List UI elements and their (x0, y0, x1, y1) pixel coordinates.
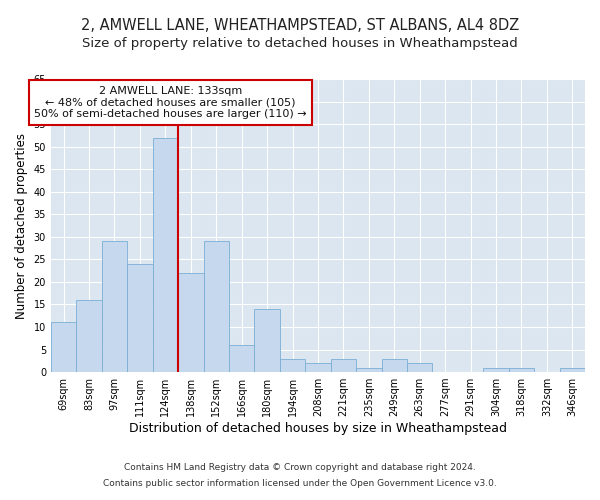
Y-axis label: Number of detached properties: Number of detached properties (15, 132, 28, 318)
Text: 2 AMWELL LANE: 133sqm
← 48% of detached houses are smaller (105)
50% of semi-det: 2 AMWELL LANE: 133sqm ← 48% of detached … (34, 86, 307, 119)
Bar (51, 322, 76, 372)
Bar (483, 368, 509, 372)
Text: Contains public sector information licensed under the Open Government Licence v3: Contains public sector information licen… (103, 478, 497, 488)
Bar (229, 345, 254, 372)
Bar (331, 358, 356, 372)
Text: 2, AMWELL LANE, WHEATHAMPSTEAD, ST ALBANS, AL4 8DZ: 2, AMWELL LANE, WHEATHAMPSTEAD, ST ALBAN… (81, 18, 519, 32)
Text: Contains HM Land Registry data © Crown copyright and database right 2024.: Contains HM Land Registry data © Crown c… (124, 464, 476, 472)
Bar (407, 363, 433, 372)
Text: Size of property relative to detached houses in Wheathampstead: Size of property relative to detached ho… (82, 38, 518, 51)
Bar (509, 368, 534, 372)
Bar (560, 368, 585, 372)
Bar (102, 242, 127, 372)
Bar (152, 138, 178, 372)
Bar (203, 242, 229, 372)
Bar (178, 273, 203, 372)
Bar (76, 300, 102, 372)
Bar (254, 309, 280, 372)
Bar (127, 264, 152, 372)
X-axis label: Distribution of detached houses by size in Wheathampstead: Distribution of detached houses by size … (129, 422, 507, 435)
Bar (356, 368, 382, 372)
Bar (305, 363, 331, 372)
Bar (382, 358, 407, 372)
Bar (280, 358, 305, 372)
